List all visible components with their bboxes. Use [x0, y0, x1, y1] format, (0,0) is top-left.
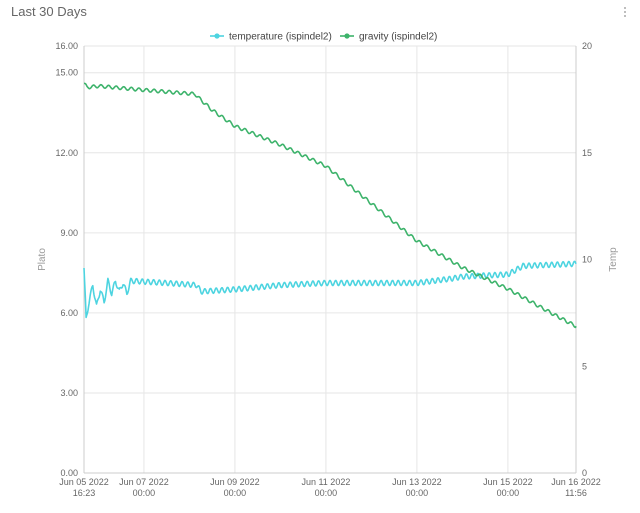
- x-tick-date: Jun 13 2022: [392, 477, 442, 487]
- legend-label-temperature: temperature (ispindel2): [229, 32, 332, 43]
- y-left-tick-label: 12.00: [55, 148, 78, 158]
- legend-label-gravity: gravity (ispindel2): [359, 32, 437, 43]
- y-left-tick-label: 0.00: [60, 468, 78, 478]
- y-right-tick-label: 20: [582, 41, 592, 51]
- x-tick-time: 16:23: [73, 488, 96, 498]
- x-tick-time: 00:00: [497, 488, 520, 498]
- y-left-axis-title: Plato: [37, 248, 48, 271]
- series-line-temperature: [83, 260, 577, 319]
- y-left-tick-label: 15.00: [55, 68, 78, 78]
- x-tick-time: 00:00: [406, 488, 429, 498]
- x-tick-date: Jun 05 2022: [59, 477, 109, 487]
- y-left-tick-label: 3.00: [60, 388, 78, 398]
- x-tick-date: Jun 09 2022: [210, 477, 260, 487]
- y-right-tick-label: 0: [582, 468, 587, 478]
- x-tick-time: 00:00: [133, 488, 156, 498]
- y-left-tick-label: 9.00: [60, 228, 78, 238]
- y-right-axis-title: Temp: [608, 247, 619, 272]
- x-tick-date: Jun 11 2022: [301, 477, 350, 487]
- kebab-menu-icon[interactable]: [622, 6, 628, 20]
- y-right-tick-label: 15: [582, 148, 592, 158]
- x-tick-date: Jun 07 2022: [119, 477, 169, 487]
- x-tick-date: Jun 15 2022: [483, 477, 533, 487]
- y-right-tick-label: 5: [582, 361, 587, 371]
- series-line-gravity: [83, 82, 577, 329]
- legend-marker-gravity: [344, 33, 350, 39]
- x-tick-time: 11:56: [565, 488, 587, 498]
- y-right-tick-label: 10: [582, 255, 592, 265]
- y-left-tick-label: 6.00: [60, 308, 78, 318]
- x-tick-time: 00:00: [315, 488, 338, 498]
- x-tick-time: 00:00: [224, 488, 247, 498]
- panel-title: Last 30 Days: [11, 4, 87, 19]
- x-tick-date: Jun 16 2022: [551, 477, 601, 487]
- legend-marker-temperature: [214, 33, 220, 39]
- y-left-tick-label: 16.00: [55, 41, 78, 51]
